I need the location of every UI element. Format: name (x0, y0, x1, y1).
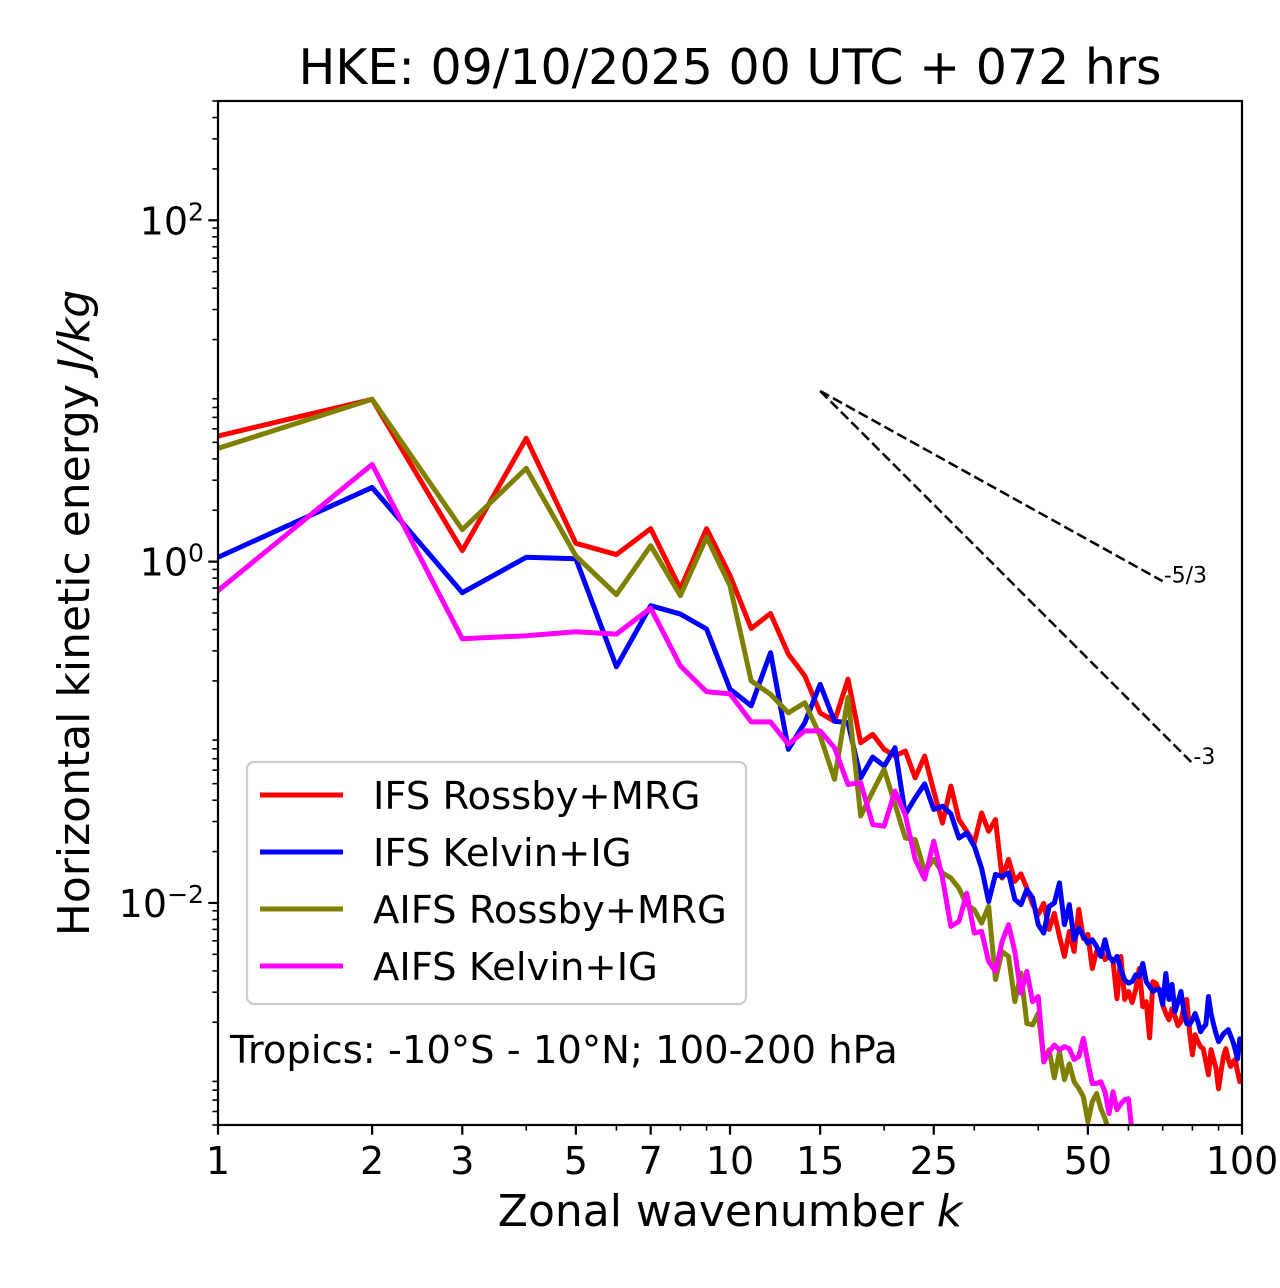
x-tick-label: 3 (450, 1139, 474, 1183)
x-tick-label: 5 (564, 1139, 588, 1183)
legend-label: IFS Kelvin+IG (373, 831, 632, 876)
x-tick-label: 100 (1206, 1139, 1279, 1183)
reference-line-slope-5-3 (819, 389, 1164, 583)
y-tick-label-exponent: −2 (167, 880, 204, 909)
y-tick-label-base: 10 (119, 882, 167, 926)
x-axis-label: Zonal wavenumber k (498, 1186, 964, 1237)
legend-frame (245, 760, 748, 1006)
x-tick-label: 7 (639, 1139, 663, 1183)
series-line-aifs-kelvin-ig (218, 461, 1134, 1125)
series-line-ifs-rossby-mrg (218, 396, 1242, 1092)
axes-frame (216, 99, 1244, 1127)
legend-entry-aifs-rossby-mrg: AIFS Rossby+MRG (260, 888, 727, 933)
region-annotation: Tropics: -10°S - 10°N; 100-200 hPa (229, 1028, 898, 1073)
y-tick-label: 102 (140, 197, 204, 243)
y-tick-label-exponent: 2 (188, 197, 204, 226)
y-tick-label-base: 10 (140, 541, 188, 585)
legend-label: IFS Rossby+MRG (373, 774, 700, 819)
x-tick-label: 15 (796, 1139, 844, 1183)
y-axis-label: Horizontal kinetic energyJ/kg (49, 290, 100, 937)
reference-line-label: -5/3 (1164, 563, 1207, 588)
series-line-aifs-rossby-mrg (218, 396, 1110, 1125)
legend-entry-aifs-kelvin-ig: AIFS Kelvin+IG (260, 945, 658, 990)
y-axis-label-text: Horizontal kinetic energy (49, 384, 100, 936)
x-tick-label: 1 (206, 1139, 230, 1183)
y-tick-label-base: 10 (140, 199, 188, 243)
x-tick-label: 10 (706, 1139, 754, 1183)
legend-entry-ifs-rossby-mrg: IFS Rossby+MRG (260, 774, 700, 819)
legend-label: AIFS Kelvin+IG (373, 945, 658, 990)
legend: IFS Rossby+MRG IFS Kelvin+IG AIFS Rossby+M… (245, 760, 748, 1006)
y-tick-label: 100 (140, 539, 204, 585)
series-lines (218, 396, 1242, 1125)
reference-line-label: -3 (1193, 745, 1215, 770)
y-axis-label-unit: J/kg (49, 290, 100, 379)
x-tick-label: 2 (360, 1139, 384, 1183)
legend-label: AIFS Rossby+MRG (373, 888, 727, 933)
y-tick-label: 10−2 (119, 880, 204, 926)
x-tick-label: 50 (1064, 1139, 1112, 1183)
legend-entry-ifs-kelvin-ig: IFS Kelvin+IG (260, 831, 632, 876)
x-axis-label-text: Zonal wavenumber (498, 1186, 925, 1237)
x-tick-label: 25 (910, 1139, 958, 1183)
reference-slope-lines: -5/3 -3 (819, 389, 1215, 770)
chart-title: HKE: 09/10/2025 00 UTC + 072 hrs (298, 39, 1161, 96)
y-tick-label-exponent: 0 (188, 539, 204, 568)
x-axis-label-variable: k (937, 1186, 964, 1237)
